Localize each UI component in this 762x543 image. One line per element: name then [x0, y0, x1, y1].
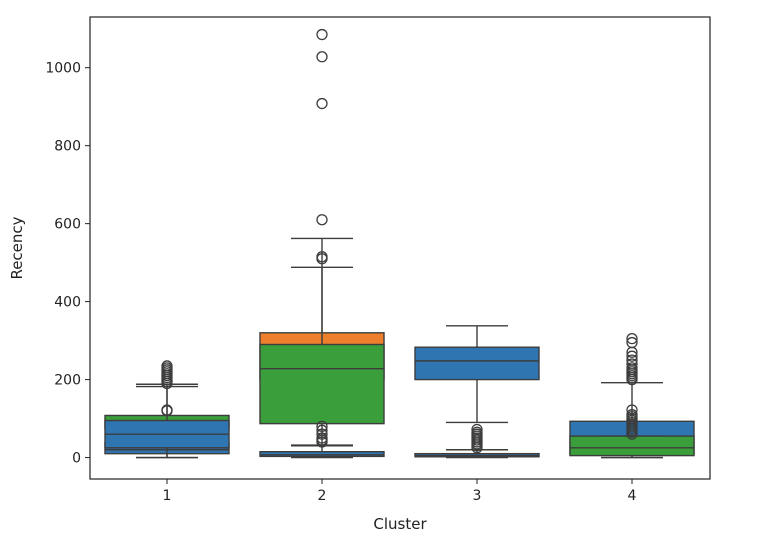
box-3-6 — [414, 325, 540, 424]
outlier-point — [626, 362, 638, 374]
outlier-point — [316, 424, 328, 436]
x-tick-label: 2 — [318, 488, 327, 504]
outlier-point — [161, 404, 173, 416]
x-tick-label: 4 — [628, 488, 637, 504]
y-tick-label: 0 — [72, 451, 81, 467]
x-axis: 1 2 3 4 — [163, 479, 637, 504]
outlier-point — [316, 251, 328, 263]
x-tick-label: 3 — [473, 488, 482, 504]
outlier-point — [471, 426, 483, 438]
outlier-point — [161, 360, 173, 372]
outlier-point — [316, 97, 328, 110]
outlier-point — [626, 354, 638, 366]
box-rect — [569, 435, 695, 457]
outlier-point — [316, 420, 328, 433]
outlier-point — [316, 51, 328, 63]
y-axis-label: Recency — [8, 216, 26, 279]
box-4-9 — [569, 404, 695, 459]
y-tick-label: 200 — [54, 373, 81, 389]
outlier-point — [316, 214, 328, 226]
outlier-point — [471, 423, 483, 436]
box-2-5 — [259, 251, 385, 447]
outlier-point — [626, 409, 638, 421]
box-rect — [259, 343, 385, 425]
outlier-point — [626, 332, 638, 345]
y-tick-label: 1000 — [45, 61, 81, 77]
box-1-2 — [104, 383, 230, 459]
box-rect — [259, 451, 385, 458]
x-tick-label: 1 — [163, 488, 172, 504]
outlier-point — [626, 404, 638, 416]
outlier-point — [626, 358, 638, 370]
outlier-point — [626, 350, 638, 362]
box-rect — [414, 346, 540, 381]
plot-frame — [89, 16, 711, 480]
y-tick-label: 600 — [54, 217, 81, 233]
outlier-point — [626, 336, 638, 349]
y-tick-label: 800 — [54, 139, 81, 155]
x-axis-label: Cluster — [373, 515, 427, 533]
y-axis: 0 200 400 600 800 1000 — [45, 61, 90, 467]
y-tick-label: 400 — [54, 295, 81, 311]
box-3-7 — [414, 423, 540, 459]
outlier-point — [316, 428, 328, 440]
plot-area — [104, 28, 695, 459]
outlier-point — [316, 28, 328, 41]
